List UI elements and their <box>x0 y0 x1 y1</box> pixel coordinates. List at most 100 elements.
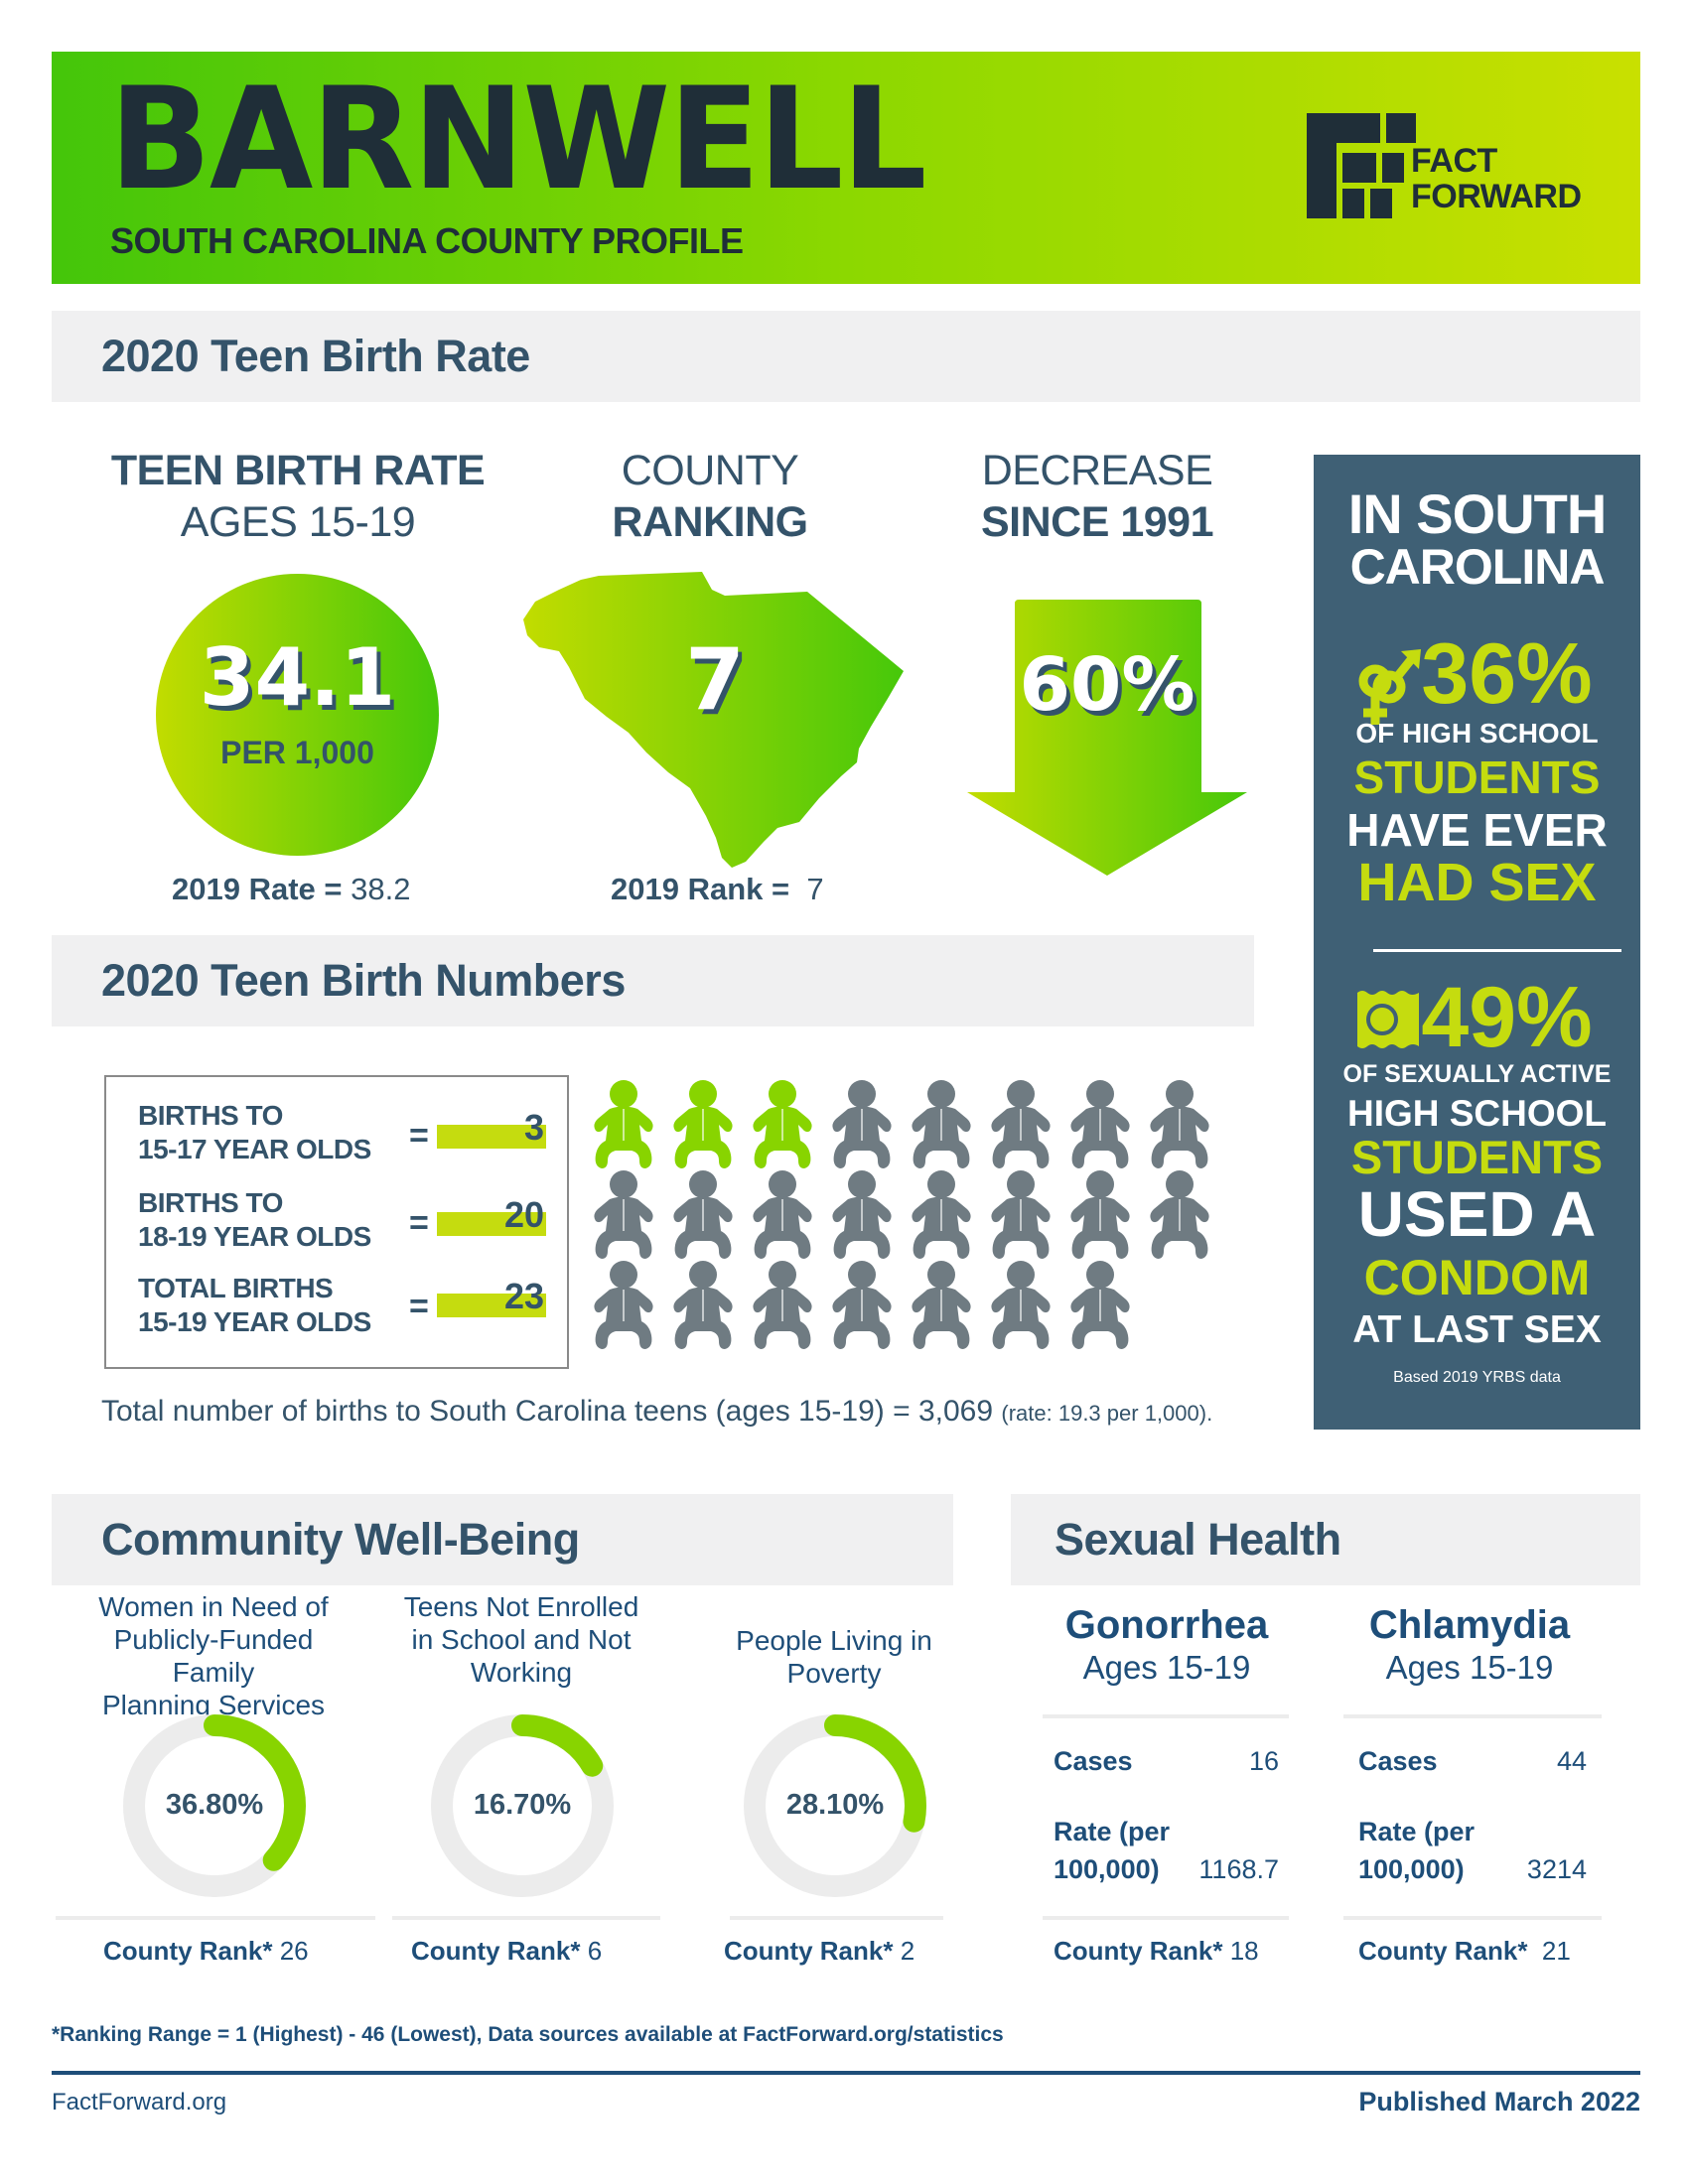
community-item-title-line: Teens Not Enrolled <box>403 1591 639 1622</box>
section-bar-teen-birth-numbers <box>52 935 1254 1026</box>
community-item-title: People Living in Poverty <box>690 1624 978 1690</box>
panel-divider <box>1373 949 1621 952</box>
divider <box>730 1916 943 1920</box>
births-row-label: BIRTHS TO 15-17 YEAR OLDS <box>138 1099 371 1166</box>
logo-text-fact: FACT <box>1411 142 1497 180</box>
down-arrow-icon <box>967 600 1247 876</box>
baby-icon <box>749 1260 816 1351</box>
rank-value: 2 <box>900 1936 915 1966</box>
section-bar-teen-birth-rate <box>52 311 1640 402</box>
births-row-label-line2: 18-19 YEAR OLDS <box>138 1221 371 1252</box>
baby-icon <box>908 1169 975 1261</box>
chlamydia-rate-label-line2: 100,000) <box>1358 1854 1465 1884</box>
equals-sign: = <box>409 1117 429 1155</box>
chlamydia-rank: County Rank* 21 <box>1358 1936 1571 1967</box>
decrease-heading-line1: DECREASE <box>981 447 1213 494</box>
births-15-17-value: 3 <box>523 1107 544 1148</box>
baby-icon <box>669 1169 737 1261</box>
rank-label: County Rank* <box>411 1936 581 1966</box>
logo-text: FACT FORWARD <box>1411 143 1582 214</box>
donut-value: 36.80% <box>165 1789 264 1821</box>
community-item-title-line: Working <box>470 1657 573 1688</box>
baby-icon <box>1066 1169 1134 1261</box>
fact-forward-logo: FACT FORWARD <box>1307 113 1605 218</box>
stat2-line4: USED A <box>1357 1178 1597 1250</box>
section-title-teen-birth-rate: 2020 Teen Birth Rate <box>101 331 530 381</box>
ranking-value: 7 <box>685 630 745 730</box>
baby-icon <box>908 1079 975 1170</box>
footer-published-date: Published March 2022 <box>1358 2087 1640 2116</box>
community-item-rank: County Rank* 26 <box>103 1936 309 1967</box>
baby-icon <box>590 1260 657 1351</box>
rank-2019-value: 7 <box>806 872 824 906</box>
divider <box>1043 1714 1289 1718</box>
stat1-line3: HAVE EVER <box>1346 804 1608 856</box>
chlamydia-rate-label-line1: Rate (per <box>1358 1817 1476 1846</box>
ranking-heading-line2: RANKING <box>612 498 808 546</box>
condom-wrapper-icon <box>1357 991 1419 1048</box>
value-highlight-bar <box>437 1125 546 1149</box>
rate-circle <box>156 574 439 856</box>
gonorrhea-rate-label-line1: Rate (per <box>1054 1817 1171 1846</box>
births-row-label: BIRTHS TO 18-19 YEAR OLDS <box>138 1186 371 1254</box>
gonorrhea-cases-value: 16 <box>1248 1746 1279 1776</box>
baby-icon <box>828 1260 896 1351</box>
baby-icon <box>908 1260 975 1351</box>
rate-2019: 2019 Rate = 38.2 <box>172 872 410 907</box>
births-total-value: 23 <box>503 1276 544 1316</box>
logo-f-top-icon <box>1307 113 1380 143</box>
donut-chart: 28.10% <box>741 1711 929 1900</box>
gonorrhea-rank-label: County Rank* <box>1054 1936 1223 1966</box>
baby-icon <box>590 1079 657 1170</box>
births-row-label: TOTAL BIRTHS 15-19 YEAR OLDS <box>138 1272 371 1339</box>
stat2-line2: HIGH SCHOOL <box>1346 1093 1608 1134</box>
rank-value: 6 <box>587 1936 603 1966</box>
divider <box>1043 1916 1289 1920</box>
value-highlight-bar <box>437 1294 546 1317</box>
stat1-line1: OF HIGH SCHOOL <box>1355 718 1599 749</box>
stat2-line5: CONDOM <box>1363 1250 1591 1305</box>
profile-subtitle: SOUTH CAROLINA COUNTY PROFILE <box>110 220 744 261</box>
baby-icon <box>828 1169 896 1261</box>
baby-icon <box>987 1260 1055 1351</box>
stat2-line3: STUDENTS <box>1350 1131 1604 1183</box>
gonorrhea-rank-value: 18 <box>1229 1936 1259 1966</box>
births-row-label-line1: BIRTHS TO <box>138 1187 283 1218</box>
rank-label: County Rank* <box>103 1936 273 1966</box>
community-item-title: Teens Not Enrolled in School and Not Worki… <box>377 1590 665 1689</box>
community-item-title-line: Women in Need of <box>98 1591 329 1622</box>
decrease-heading-line2: SINCE 1991 <box>980 498 1214 546</box>
rank-label: County Rank* <box>724 1936 894 1966</box>
gender-symbols-icon <box>1358 649 1421 725</box>
logo-square-icon <box>1382 153 1404 183</box>
sc-total-births: Total number of births to South Carolina… <box>101 1395 1212 1429</box>
rank-2019: 2019 Rank = 7 <box>611 872 824 907</box>
chlamydia-rank-label: County Rank* <box>1358 1936 1528 1966</box>
equals-sign: = <box>409 1204 429 1242</box>
community-item-rank: County Rank* 6 <box>411 1936 602 1967</box>
rate-unit: PER 1,000 <box>220 735 374 770</box>
rank-2019-label: 2019 Rank = <box>611 872 790 906</box>
rate-2019-label: 2019 Rate = <box>172 872 343 906</box>
rate-value: 34.1 <box>199 631 396 724</box>
section-title-community: Community Well-Being <box>101 1514 580 1565</box>
donut-chart: 16.70% <box>428 1711 617 1900</box>
stat2-line6: AT LAST SEX <box>1352 1308 1602 1351</box>
logo-square-icon <box>1370 189 1392 218</box>
community-item-title-line: in School and Not <box>411 1624 632 1655</box>
divider <box>56 1916 375 1920</box>
divider <box>1343 1714 1602 1718</box>
baby-icon <box>828 1079 896 1170</box>
gonorrhea-rate-label: Rate (per 100,000) <box>1054 1813 1170 1888</box>
sc-total-births-rate: (rate: 19.3 per 1,000). <box>1001 1401 1213 1426</box>
baby-icon <box>1146 1169 1213 1261</box>
chlamydia-rank-value: 21 <box>1541 1936 1571 1966</box>
footer-site-link[interactable]: FactForward.org <box>52 2089 227 2116</box>
decrease-value: 60% <box>1019 642 1196 728</box>
gonorrhea-rank: County Rank* 18 <box>1054 1936 1259 1967</box>
county-name: BARNWELL <box>109 58 927 221</box>
panel-source: Based 2019 YRBS data <box>1393 1369 1561 1386</box>
footer-rule <box>52 2071 1640 2075</box>
births-summary-box: BIRTHS TO 15-17 YEAR OLDS = 3 BIRTHS TO 18… <box>104 1075 569 1369</box>
divider <box>392 1916 660 1920</box>
